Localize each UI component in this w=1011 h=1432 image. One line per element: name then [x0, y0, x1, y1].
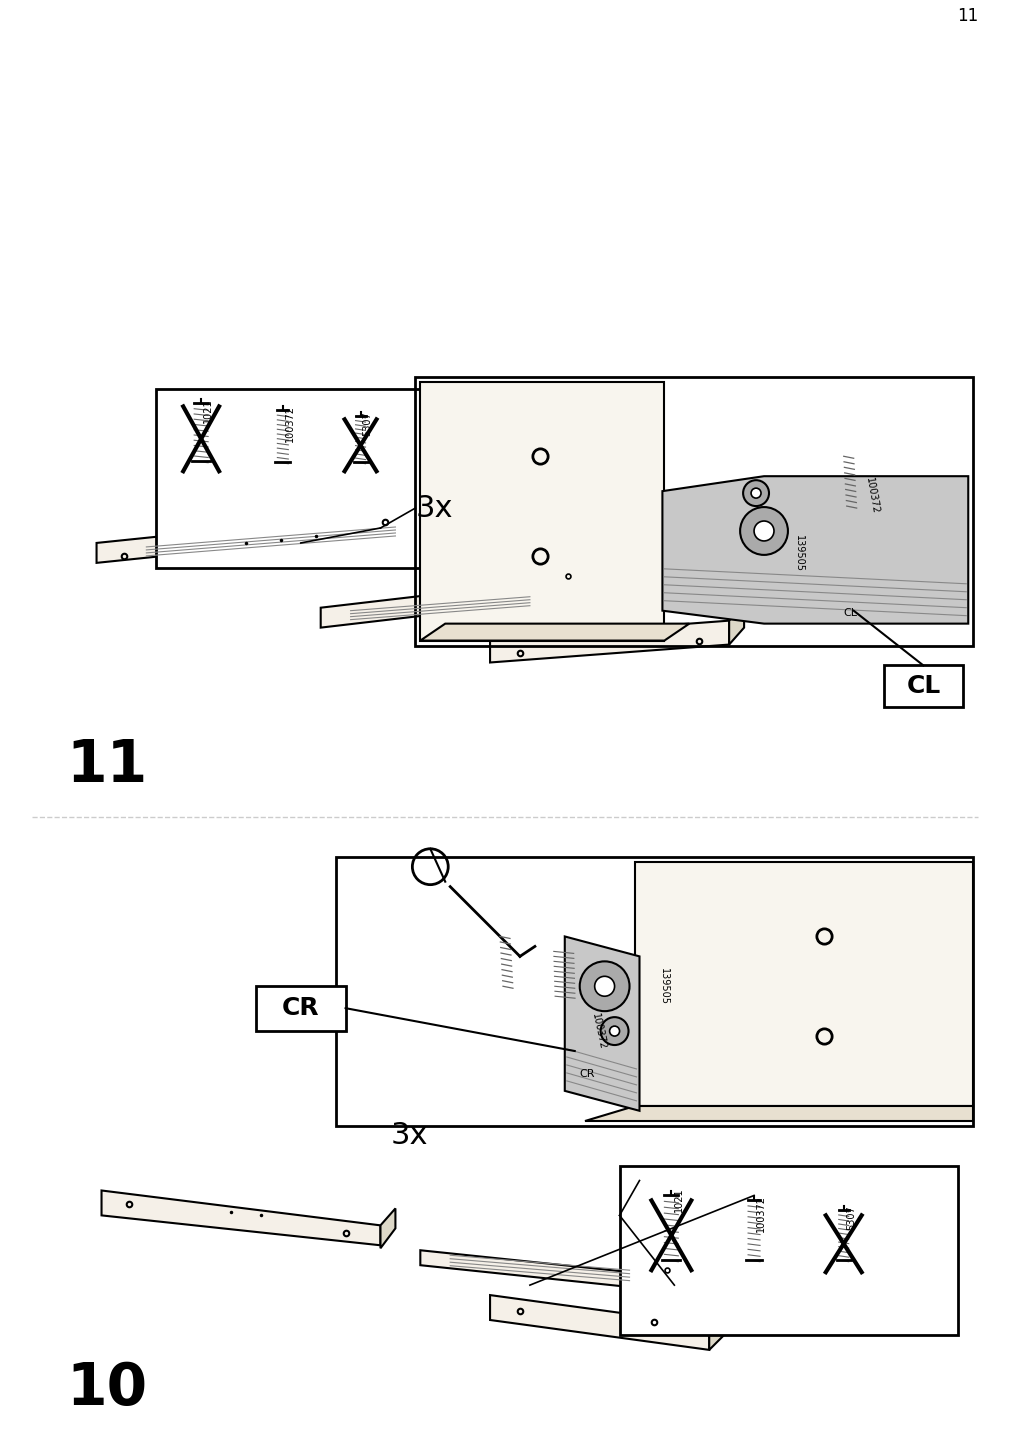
Polygon shape: [559, 563, 574, 600]
Text: 5307: 5307: [845, 1206, 855, 1230]
Circle shape: [750, 488, 760, 498]
Text: 3x: 3x: [390, 1121, 428, 1150]
Polygon shape: [659, 1257, 673, 1295]
Polygon shape: [420, 381, 664, 640]
Polygon shape: [420, 1250, 659, 1290]
Polygon shape: [634, 862, 973, 1106]
Polygon shape: [564, 937, 639, 1111]
Text: 139505: 139505: [793, 536, 803, 573]
Circle shape: [396, 508, 413, 527]
Text: CR: CR: [282, 997, 319, 1020]
Text: 100372: 100372: [755, 1196, 765, 1233]
Text: 3x: 3x: [415, 494, 452, 523]
Text: 100372: 100372: [589, 1012, 607, 1050]
Polygon shape: [662, 477, 968, 623]
Polygon shape: [489, 620, 729, 663]
Bar: [883, 666, 962, 707]
Polygon shape: [420, 623, 688, 640]
Text: 5307: 5307: [362, 411, 372, 437]
Text: 1021: 1021: [203, 398, 213, 422]
Circle shape: [594, 977, 614, 997]
Polygon shape: [101, 1190, 380, 1246]
Text: 100372: 100372: [284, 405, 294, 442]
Circle shape: [609, 1027, 619, 1037]
Text: CL: CL: [843, 607, 857, 617]
Text: 100372: 100372: [862, 477, 879, 516]
Circle shape: [739, 507, 788, 554]
Text: 10: 10: [67, 1360, 148, 1416]
Polygon shape: [96, 510, 415, 563]
Polygon shape: [709, 1305, 729, 1350]
Text: CL: CL: [906, 674, 939, 699]
Polygon shape: [489, 1295, 709, 1350]
Circle shape: [601, 1017, 628, 1045]
Text: 139505: 139505: [659, 968, 668, 1005]
Text: 1021: 1021: [673, 1187, 683, 1211]
Polygon shape: [320, 580, 559, 627]
Text: 11: 11: [67, 737, 148, 795]
Polygon shape: [380, 1209, 395, 1249]
Polygon shape: [584, 1106, 973, 1121]
Bar: [336, 856, 973, 1126]
Circle shape: [753, 521, 773, 541]
Bar: [619, 1166, 957, 1335]
Circle shape: [742, 480, 768, 505]
Polygon shape: [729, 604, 743, 644]
Polygon shape: [415, 493, 435, 530]
Text: 11: 11: [956, 7, 978, 24]
Bar: [256, 987, 346, 1031]
Bar: [156, 388, 445, 569]
Text: CR: CR: [579, 1068, 594, 1078]
Bar: [415, 377, 973, 646]
Circle shape: [579, 961, 629, 1011]
